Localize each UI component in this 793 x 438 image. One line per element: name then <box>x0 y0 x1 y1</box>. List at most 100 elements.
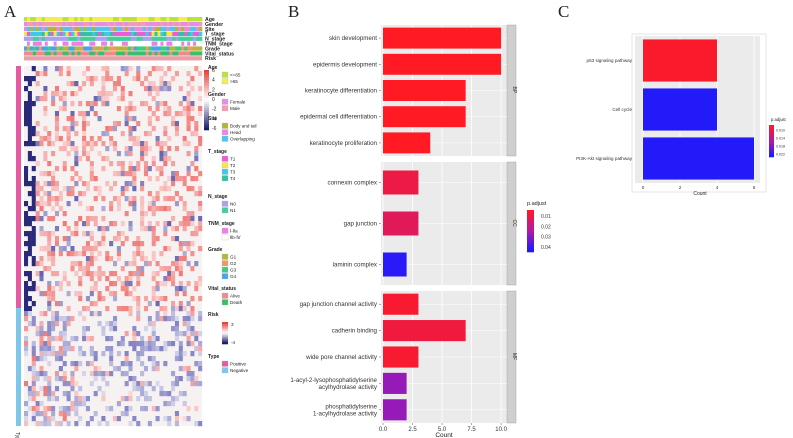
heatmap-cell <box>120 96 125 102</box>
heatmap-cell <box>66 391 71 397</box>
annotation-cell <box>115 31 120 36</box>
annotation-cell <box>53 31 57 36</box>
annotation-cell <box>80 51 84 56</box>
heatmap-cell <box>78 346 83 352</box>
annotation-cell <box>44 46 49 51</box>
annotation-cell <box>107 17 111 22</box>
heatmap-cell <box>62 416 67 422</box>
heatmap-cell <box>151 126 156 132</box>
heatmap-cell <box>47 246 52 252</box>
heatmap-cell <box>113 86 118 92</box>
annotation-cell <box>32 31 37 36</box>
annotation-cell <box>175 17 179 22</box>
heatmap-cell <box>140 156 145 162</box>
heatmap-cell <box>109 351 114 357</box>
heatmap-cell <box>116 201 121 207</box>
heatmap-cell <box>97 371 102 377</box>
legend-colorbar-step <box>769 131 774 134</box>
annotation-cell <box>172 31 176 36</box>
heatmap-cell <box>120 336 125 342</box>
heatmap-cell <box>182 416 187 422</box>
heatmap-cell <box>51 91 56 97</box>
heatmap-cell <box>132 171 137 177</box>
heatmap-cell <box>198 346 203 352</box>
annotation-cell <box>136 46 140 51</box>
annotation-cell <box>190 21 194 27</box>
heatmap-cell <box>163 231 168 237</box>
heatmap-cell <box>116 151 121 157</box>
heatmap-cell <box>62 221 67 227</box>
heatmap-cell <box>124 236 129 242</box>
heatmap-cell <box>109 241 114 247</box>
bar <box>383 320 466 342</box>
heatmap-cell <box>101 216 106 222</box>
heatmap-cell <box>178 196 183 202</box>
heatmap-cell <box>47 201 52 207</box>
legend-tick-label: 0.014 <box>776 137 785 141</box>
heatmap-cell <box>93 271 98 277</box>
annotation-cell <box>98 51 102 56</box>
heatmap-cell <box>66 341 71 347</box>
annotation-cell <box>95 31 99 36</box>
heatmap-cell <box>58 251 63 257</box>
heatmap-cell <box>101 236 106 242</box>
annotation-cell <box>53 26 57 32</box>
heatmap-cell <box>128 136 133 142</box>
annotation-cell <box>187 51 191 56</box>
heatmap-cell <box>47 346 52 352</box>
colorbar-step <box>204 78 209 81</box>
legend-title: Vital_status <box>208 286 236 292</box>
annotation-cell <box>169 41 173 46</box>
bar <box>383 372 407 394</box>
annotation-cell <box>24 26 28 32</box>
annotation-cell <box>148 51 152 56</box>
legend-entry-label: N1 <box>230 208 236 213</box>
heatmap-cell <box>151 331 156 337</box>
heatmap-cell <box>43 421 48 427</box>
annotation-cell <box>139 51 143 56</box>
annotation-cell <box>151 21 155 27</box>
legend-swatch <box>221 273 229 280</box>
heatmap-cell <box>198 351 203 357</box>
heatmap-cell <box>194 406 199 412</box>
heatmap-cell <box>24 211 29 217</box>
annotation-cell <box>65 51 69 56</box>
heatmap-cell <box>124 121 129 127</box>
heatmap-cell <box>35 191 40 197</box>
heatmap-cell <box>70 246 75 252</box>
heatmap-cell <box>136 351 141 357</box>
annotation-cell <box>89 26 93 32</box>
heatmap-cell <box>43 136 48 142</box>
heatmap-cell <box>182 206 187 212</box>
heatmap-cell <box>62 96 67 102</box>
annotation-cell <box>172 36 176 41</box>
heatmap-cell <box>35 411 40 417</box>
heatmap-cell <box>113 121 118 127</box>
heatmap-cell <box>78 416 83 422</box>
heatmap-cell <box>74 231 79 237</box>
heatmap-cell <box>128 126 133 132</box>
annotation-cell <box>110 51 114 56</box>
annotation-cell <box>62 51 66 56</box>
heatmap-cell <box>182 201 187 207</box>
heatmap-cell <box>74 161 79 167</box>
heatmap-cell <box>62 406 67 412</box>
heatmap-cell <box>62 141 67 147</box>
legend-colorbar-step <box>769 133 774 135</box>
heatmap-cell <box>151 236 156 242</box>
annotation-cell <box>50 51 54 56</box>
heatmap-cell <box>39 321 44 327</box>
legend-entry-label: Alive <box>230 294 240 299</box>
annotation-cell <box>104 41 108 46</box>
annotation-cell <box>89 21 93 27</box>
annotation-cell <box>101 36 105 41</box>
annotation-cell <box>101 46 105 51</box>
annotation-cell <box>187 36 191 41</box>
heatmap-cell <box>194 336 199 342</box>
heatmap-cell <box>74 171 79 177</box>
heatmap-cell <box>113 221 118 227</box>
annotation-cell <box>193 17 197 22</box>
heatmap-cell <box>174 381 179 387</box>
heatmap-cell <box>120 371 125 377</box>
annotation-cell <box>86 36 90 41</box>
